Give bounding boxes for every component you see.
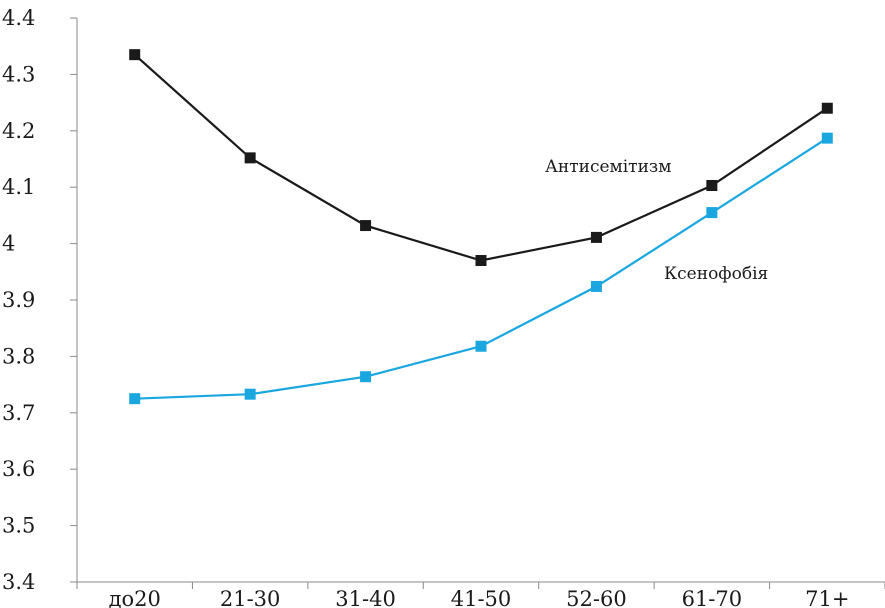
y-tick-label: 3.8 bbox=[2, 344, 35, 368]
series-0-point bbox=[129, 49, 141, 61]
y-tick-label: 4 bbox=[2, 232, 15, 256]
series-1-point bbox=[475, 340, 487, 352]
series-1-point bbox=[360, 371, 372, 383]
series-0-point bbox=[821, 102, 833, 114]
y-tick-label: 4.4 bbox=[2, 6, 35, 30]
x-tick-label: 52-60 bbox=[566, 587, 627, 608]
x-tick-label: 71+ bbox=[805, 587, 849, 608]
y-tick-label: 4.2 bbox=[2, 119, 35, 143]
series-1-point bbox=[129, 393, 141, 405]
y-tick-label: 3.4 bbox=[2, 570, 35, 594]
series-0-point bbox=[360, 220, 372, 232]
x-axis: до20 21-30 31-40 41-50 52-60 61-70 71+ bbox=[76, 581, 885, 608]
series-markers bbox=[129, 49, 833, 405]
y-axis: 3.4 3.5 3.6 3.7 3.8 3.9 4 4.1 4.2 4.3 4.4 bbox=[2, 6, 78, 594]
series-0-point bbox=[475, 255, 487, 267]
series-line-0 bbox=[133, 53, 828, 262]
y-tick-label: 4.1 bbox=[2, 175, 35, 199]
x-tick-label: 31-40 bbox=[335, 587, 396, 608]
series-0-point bbox=[590, 231, 602, 243]
y-tick-label: 4.3 bbox=[2, 62, 35, 86]
y-ticks: 3.4 3.5 3.6 3.7 3.8 3.9 4 4.1 4.2 4.3 4.4 bbox=[2, 6, 77, 594]
series-1-point bbox=[244, 388, 256, 400]
series-label-xenophobia: Ксенофобія bbox=[664, 264, 768, 284]
y-tick-label: 3.9 bbox=[2, 288, 35, 312]
y-tick-label: 3.7 bbox=[2, 401, 35, 425]
x-tick-label: до20 bbox=[109, 587, 161, 608]
y-tick-label: 3.6 bbox=[2, 457, 35, 481]
x-tick-label: 21-30 bbox=[220, 587, 281, 608]
series-label-antisemitism: Антисемітизм bbox=[545, 157, 671, 177]
series-1-point bbox=[590, 280, 602, 292]
series-1-point bbox=[821, 132, 833, 144]
series-1-point bbox=[706, 207, 718, 219]
y-tick-label: 3.5 bbox=[2, 514, 35, 538]
series-0-point bbox=[244, 152, 256, 164]
x-tick-label: 61-70 bbox=[682, 587, 743, 608]
x-tick-label: 41-50 bbox=[451, 587, 512, 608]
x-ticks: до20 21-30 31-40 41-50 52-60 61-70 71+ bbox=[76, 582, 885, 608]
series-0-point bbox=[706, 180, 718, 192]
